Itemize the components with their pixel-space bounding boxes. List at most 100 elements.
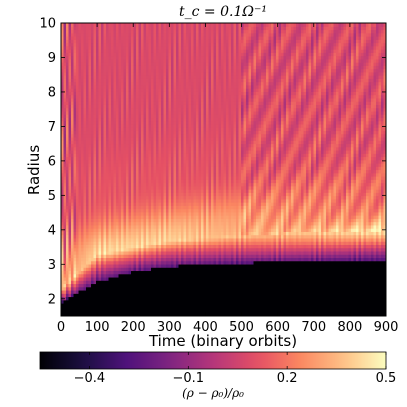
heatmap-cell: [88, 299, 92, 304]
heatmap-cell: [68, 55, 72, 60]
heatmap-cell: [196, 149, 200, 154]
heatmap-cell: [66, 208, 70, 213]
heatmap-cell: [168, 162, 172, 167]
heatmap-cell: [116, 228, 120, 232]
heatmap-cell: [83, 169, 87, 174]
heatmap-cell: [191, 218, 195, 223]
heatmap-cell: [88, 84, 92, 89]
heatmap-cell: [101, 107, 105, 112]
heatmap-cell: [166, 71, 170, 76]
heatmap-cell: [141, 241, 145, 245]
heatmap-cell: [158, 176, 162, 180]
heatmap-cell: [191, 280, 195, 285]
heatmap-cell: [123, 136, 127, 141]
heatmap-cell: [186, 39, 190, 44]
heatmap-cell: [98, 159, 102, 164]
heatmap-cell: [126, 140, 130, 145]
heatmap-cell: [106, 84, 110, 89]
heatmap-cell: [71, 289, 75, 294]
heatmap-cell: [126, 179, 130, 184]
heatmap-cell: [141, 143, 145, 148]
heatmap-cell: [188, 309, 192, 314]
heatmap-cell: [186, 91, 190, 96]
heatmap-cell: [61, 88, 65, 92]
heatmap-cell: [131, 42, 135, 47]
heatmap-cell: [61, 312, 65, 316]
heatmap-cell: [193, 149, 197, 154]
heatmap-cell: [78, 202, 82, 206]
heatmap-cell: [108, 140, 112, 145]
heatmap-cell: [141, 55, 145, 60]
heatmap-cell: [86, 202, 90, 206]
heatmap-cell: [111, 263, 115, 268]
heatmap-cell: [188, 299, 192, 304]
heatmap-cell: [71, 205, 75, 210]
heatmap-cell: [156, 94, 160, 99]
heatmap-cell: [121, 97, 125, 102]
heatmap-cell: [171, 36, 175, 40]
heatmap-cell: [113, 117, 117, 122]
heatmap-cell: [108, 62, 112, 66]
heatmap-cell: [78, 205, 82, 210]
heatmap-cell: [198, 241, 202, 245]
heatmap-cell: [168, 58, 172, 63]
heatmap-cell: [176, 179, 180, 184]
heatmap-cell: [173, 81, 177, 86]
heatmap-cell: [166, 215, 170, 219]
heatmap-cell: [153, 136, 157, 141]
heatmap-cell: [126, 133, 130, 138]
heatmap-cell: [81, 42, 85, 47]
heatmap-cell: [166, 169, 170, 174]
heatmap-cell: [93, 267, 97, 272]
heatmap-cell: [88, 55, 92, 60]
heatmap-cell: [61, 107, 65, 112]
heatmap-cell: [113, 198, 117, 203]
heatmap-cell: [168, 97, 172, 102]
heatmap-cell: [153, 45, 157, 50]
heatmap-cell: [163, 241, 167, 245]
heatmap-cell: [163, 280, 167, 285]
heatmap-cell: [143, 29, 147, 34]
heatmap-cell: [118, 166, 122, 171]
heatmap-cell: [61, 23, 65, 27]
heatmap-cell: [138, 52, 142, 57]
heatmap-cell: [163, 130, 167, 135]
heatmap-cell: [176, 270, 180, 275]
heatmap-cell: [196, 65, 200, 70]
heatmap-cell: [88, 276, 92, 281]
heatmap-cell: [101, 198, 105, 203]
heatmap-cell: [166, 130, 170, 135]
heatmap-cell: [126, 267, 130, 272]
heatmap-cell: [181, 198, 185, 203]
heatmap-cell: [153, 231, 157, 236]
heatmap-cell: [121, 218, 125, 223]
heatmap-cell: [83, 244, 87, 249]
heatmap-cell: [183, 169, 187, 174]
heatmap-cell: [136, 276, 140, 281]
heatmap-cell: [131, 182, 135, 187]
heatmap-cell: [156, 127, 160, 132]
heatmap-cell: [148, 312, 152, 316]
heatmap-cell: [151, 237, 155, 242]
heatmap-cell: [188, 23, 192, 27]
heatmap-cell: [116, 263, 120, 268]
heatmap-cell: [143, 120, 147, 125]
heatmap-cell: [96, 68, 100, 73]
heatmap-cell: [168, 94, 172, 99]
heatmap-cell: [158, 211, 162, 216]
heatmap-cell: [96, 247, 100, 252]
heatmap-cell: [161, 88, 165, 92]
heatmap-cell: [163, 120, 167, 125]
heatmap-cell: [83, 75, 87, 79]
heatmap-cell: [138, 293, 142, 298]
heatmap-cell: [111, 36, 115, 40]
heatmap-cell: [133, 120, 137, 125]
heatmap-cell: [86, 244, 90, 249]
heatmap-cell: [153, 221, 157, 226]
heatmap-cell: [66, 257, 70, 262]
heatmap-cell: [78, 208, 82, 213]
heatmap-cell: [151, 247, 155, 252]
heatmap-cell: [156, 75, 160, 79]
heatmap-cell: [76, 81, 80, 86]
heatmap-cell: [76, 302, 80, 307]
